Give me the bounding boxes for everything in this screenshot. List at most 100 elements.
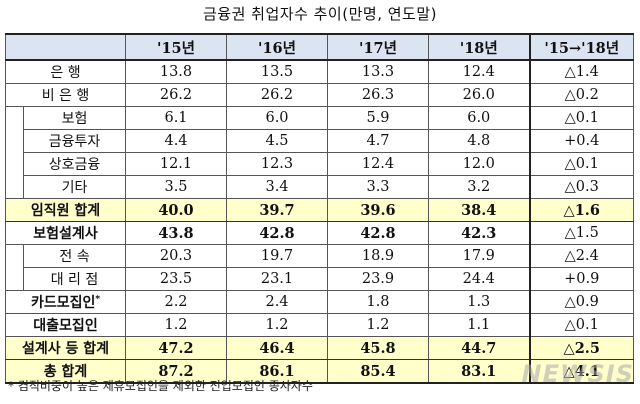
cell: △0.9 <box>528 290 634 314</box>
cell: 3.2 <box>428 175 530 199</box>
cell: 45.8 <box>327 336 429 360</box>
cell: 18.9 <box>327 244 429 268</box>
cell: 26.2 <box>226 83 328 107</box>
row-label: 보험 <box>23 106 126 130</box>
cell: △1.5 <box>528 221 634 245</box>
indent-spacer <box>5 106 24 130</box>
cell: △4.1 <box>528 359 634 384</box>
newsis-watermark: NEWSIS <box>521 360 634 388</box>
row-label: 은 행 <box>5 59 126 84</box>
indent-spacer <box>5 129 24 153</box>
total-row: 총 합계 87.2 86.1 85.4 83.1 △4.1 <box>5 359 634 384</box>
cell: 6.1 <box>125 106 227 130</box>
cell: 12.3 <box>226 152 328 176</box>
row-label: 카드모집인* <box>5 290 126 314</box>
cell: 42.3 <box>428 221 530 245</box>
cell: 12.4 <box>327 152 429 176</box>
cell: 85.4 <box>327 359 429 384</box>
cell: 46.4 <box>226 336 328 360</box>
cell: 43.8 <box>125 221 227 245</box>
table-row: 기타 3.5 3.4 3.3 3.2 △0.3 <box>5 175 634 199</box>
cell: 4.5 <box>226 129 328 153</box>
cell: 2.4 <box>226 290 328 314</box>
cell: △2.5 <box>528 336 634 360</box>
cell: +0.4 <box>528 129 634 153</box>
table-row: 보험설계사 43.8 42.8 42.8 42.3 △1.5 <box>5 221 634 245</box>
row-label: 총 합계 <box>5 359 126 384</box>
row-label: 상호금융 <box>23 152 126 176</box>
cell: 83.1 <box>428 359 530 384</box>
table-row: 금융투자 4.4 4.5 4.7 4.8 +0.4 <box>5 129 634 153</box>
cell: 4.4 <box>125 129 227 153</box>
cell: 1.8 <box>327 290 429 314</box>
cell: △1.4 <box>528 59 634 84</box>
cell: 12.0 <box>428 152 530 176</box>
cell: 47.2 <box>125 336 227 360</box>
cell: 20.3 <box>125 244 227 268</box>
cell: 42.8 <box>226 221 328 245</box>
cell: 5.9 <box>327 106 429 130</box>
cell: 17.9 <box>428 244 530 268</box>
cell: △0.1 <box>528 152 634 176</box>
col-header: '15→'18년 <box>528 33 634 61</box>
cell: 26.3 <box>327 83 429 107</box>
row-label-text: 카드모집인 <box>30 295 96 311</box>
row-label: 보험설계사 <box>5 221 126 245</box>
cell: 1.1 <box>428 313 530 337</box>
cell: 4.7 <box>327 129 429 153</box>
cell: 23.1 <box>226 267 328 291</box>
row-label: 임직원 합계 <box>5 198 126 222</box>
cell: △1.6 <box>528 198 634 222</box>
cell: 13.8 <box>125 59 227 84</box>
cell: 26.2 <box>125 83 227 107</box>
col-header: '18년 <box>428 33 530 61</box>
cell: 6.0 <box>428 106 530 130</box>
cell: 2.2 <box>125 290 227 314</box>
row-label: 금융투자 <box>23 129 126 153</box>
col-header: '16년 <box>226 33 328 61</box>
col-header: '17년 <box>327 33 429 61</box>
employment-table: '15년 '16년 '17년 '18년 '15→'18년 은 행 13.8 13… <box>5 33 634 384</box>
subtotal-row: 설계사 등 합계 47.2 46.4 45.8 44.7 △2.5 <box>5 336 634 360</box>
table-row: 은 행 13.8 13.5 13.3 12.4 △1.4 <box>5 59 634 84</box>
table-row: 전 속 20.3 19.7 18.9 17.9 △2.4 <box>5 244 634 268</box>
cell: 44.7 <box>428 336 530 360</box>
cell: 87.2 <box>125 359 227 384</box>
cell: 6.0 <box>226 106 328 130</box>
indent-spacer <box>5 152 24 176</box>
cell: △2.4 <box>528 244 634 268</box>
header-row: '15년 '16년 '17년 '18년 '15→'18년 <box>5 33 634 61</box>
cell: 23.5 <box>125 267 227 291</box>
cell: 19.7 <box>226 244 328 268</box>
indent-spacer <box>5 244 24 268</box>
header-blank <box>5 33 126 61</box>
cell: 3.3 <box>327 175 429 199</box>
row-label: 기타 <box>23 175 126 199</box>
cell: △0.1 <box>528 313 634 337</box>
row-label: 대 리 점 <box>23 267 126 291</box>
table-row: 대출모집인 1.2 1.2 1.2 1.1 △0.1 <box>5 313 634 337</box>
cell: +0.9 <box>528 267 634 291</box>
cell: △0.3 <box>528 175 634 199</box>
cell: 13.3 <box>327 59 429 84</box>
row-label: 설계사 등 합계 <box>5 336 126 360</box>
table-title: 금융권 취업자수 추이(만명, 연도말) <box>203 5 437 23</box>
table-row: 카드모집인* 2.2 2.4 1.8 1.3 △0.9 <box>5 290 634 314</box>
cell: 13.5 <box>226 59 328 84</box>
row-label: 대출모집인 <box>5 313 126 337</box>
cell: 1.2 <box>226 313 328 337</box>
cell: 3.5 <box>125 175 227 199</box>
table-row: 보험 6.1 6.0 5.9 6.0 △0.1 <box>5 106 634 130</box>
cell: 39.7 <box>226 198 328 222</box>
subtotal-row: 임직원 합계 40.0 39.7 39.6 38.4 △1.6 <box>5 198 634 222</box>
cell: 26.0 <box>428 83 530 107</box>
cell: 12.4 <box>428 59 530 84</box>
cell: 12.1 <box>125 152 227 176</box>
cell: 24.4 <box>428 267 530 291</box>
footnote: * 겸직비중이 높은 제휴모집인을 제외한 전업모집인 종사자수 <box>8 379 313 393</box>
table-row: 대 리 점 23.5 23.1 23.9 24.4 +0.9 <box>5 267 634 291</box>
cell: △0.2 <box>528 83 634 107</box>
table-row: 상호금융 12.1 12.3 12.4 12.0 △0.1 <box>5 152 634 176</box>
footnote-marker: * <box>95 294 101 305</box>
cell: 38.4 <box>428 198 530 222</box>
